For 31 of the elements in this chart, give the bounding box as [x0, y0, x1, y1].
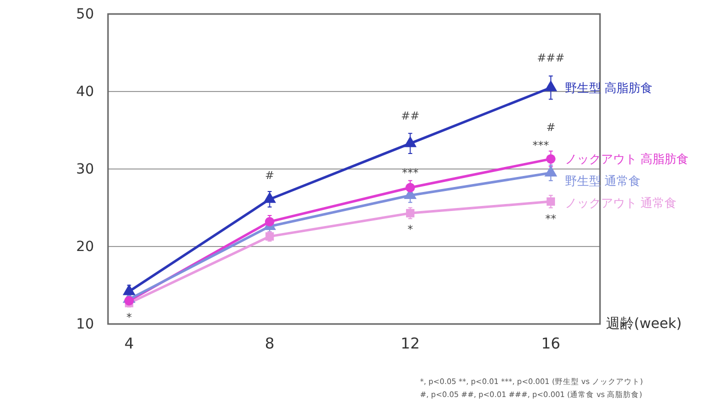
y-tick-label: 20: [76, 238, 94, 255]
point: [124, 296, 134, 306]
point: [263, 192, 276, 203]
point: [546, 197, 555, 206]
point: [544, 80, 558, 92]
point: [264, 216, 274, 226]
y-tick-label: 30: [76, 161, 94, 178]
annotation: ###: [536, 51, 565, 64]
y-tick-label: 40: [76, 84, 94, 100]
x-axis-title: 週齢(week): [606, 316, 682, 332]
annotation: **: [545, 212, 557, 226]
point: [404, 136, 417, 148]
point: [546, 154, 556, 164]
annotation: ***: [532, 138, 550, 152]
annotation: #: [265, 169, 274, 182]
annotation: ##: [401, 109, 420, 122]
annotation: *: [126, 310, 132, 324]
annotation: *: [407, 223, 414, 236]
annotation: #: [546, 120, 556, 134]
point: [544, 166, 558, 177]
x-tick-label: 8: [264, 334, 274, 353]
series-label: ノックアウト 通常食: [564, 196, 677, 210]
point: [122, 284, 136, 296]
series-label: ノックアウト 高脂肪食: [564, 152, 689, 166]
annotation: ***: [402, 166, 419, 180]
y-tick-label: 50: [76, 6, 94, 22]
y-tick-label: 10: [76, 316, 94, 332]
x-tick-label: 16: [541, 334, 560, 353]
point: [406, 182, 415, 192]
x-tick-label: 12: [400, 334, 420, 353]
x-tick-label: 4: [124, 334, 134, 353]
